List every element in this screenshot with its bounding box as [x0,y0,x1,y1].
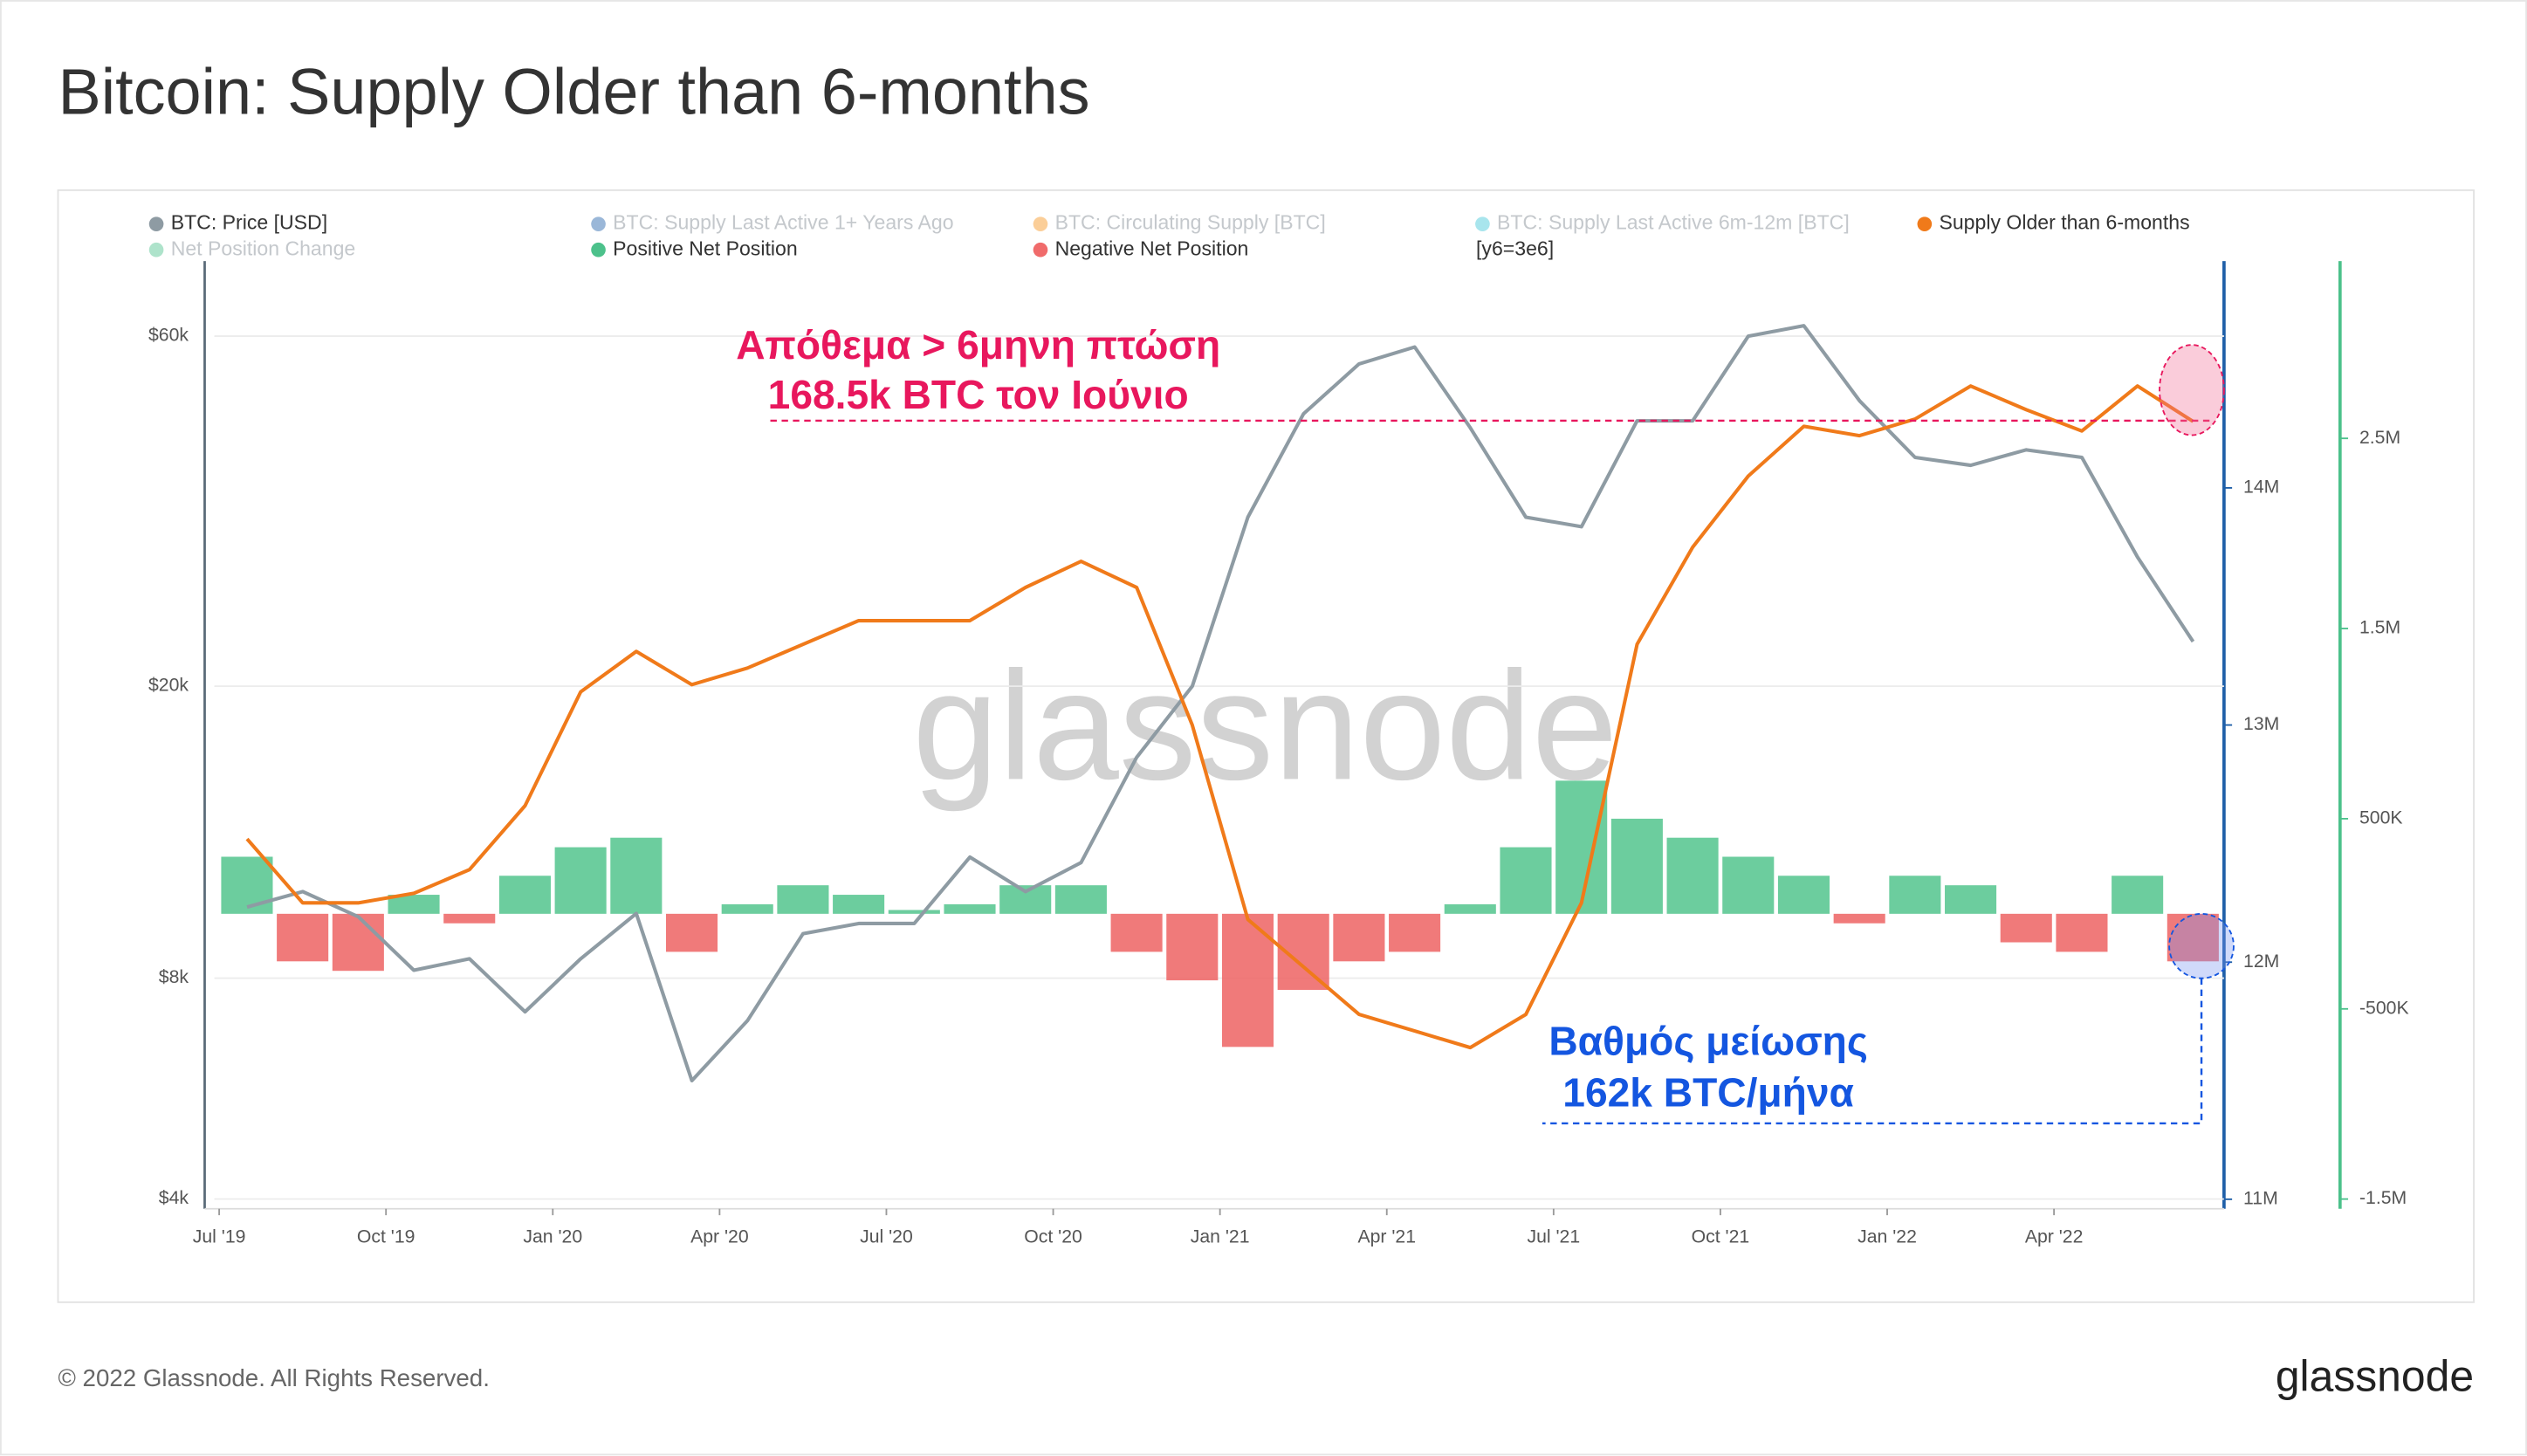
legend-dot [148,216,164,231]
y-tick-label: $60k [148,326,189,346]
x-tick-label: Apr '20 [690,1227,749,1247]
net-position-bar [1166,913,1219,981]
x-tick-label: Jan '20 [523,1227,582,1247]
y2-tick-label: 11M [2243,1188,2278,1208]
net-position-bar [665,913,718,952]
legend-dot [1033,242,1048,258]
y-tick-label: $4k [159,1188,189,1208]
net-position-bar [498,876,551,914]
net-position-bar [443,913,496,924]
legend-label: Supply Older than 6-months [1939,211,2189,234]
net-position-bar [1333,913,1385,962]
legend-label: [y6=3e6] [1476,237,1554,259]
page-title: Bitcoin: Supply Older than 6-months [58,55,1089,127]
net-position-bar [944,903,996,914]
x-tick-label: Jan '21 [1191,1227,1250,1247]
net-position-bar [1777,876,1830,914]
x-tick-label: Jan '22 [1857,1227,1917,1247]
net-position-bar [721,903,773,914]
x-tick-label: Jul '20 [860,1227,913,1247]
x-tick-label: Apr '21 [1357,1227,1416,1247]
annotation-circle [2159,344,2225,436]
legend-dot [1917,216,1933,231]
y2-tick-label: 14M [2243,477,2279,498]
y2-tick-label: 13M [2243,714,2279,734]
legend-label: BTC: Supply Last Active 6m-12m [BTC] [1497,211,1850,234]
footer: © 2022 Glassnode. All Rights Reserved. [58,1364,489,1391]
net-position-bar [221,856,273,914]
net-position-bar [1389,913,1441,952]
net-position-bar [833,895,885,914]
annotation-circle [2168,912,2235,979]
y-tick-label: $8k [159,967,189,987]
net-position-bar [554,847,607,914]
legend-label: Positive Net Position [613,237,798,259]
legend-dot [1475,216,1490,231]
x-tick-label: Oct '20 [1024,1227,1082,1247]
y3-tick-label: 1.5M [2359,618,2400,638]
net-position-bar [2056,913,2108,952]
net-position-bar [1722,856,1775,914]
x-tick-label: Jul '19 [193,1227,246,1247]
annotation-text: 162k BTC/μήνα [1562,1070,1854,1116]
net-position-bar [1945,885,1997,914]
x-tick-label: Oct '21 [1692,1227,1750,1247]
series-line [246,324,2195,1083]
legend-dot [148,242,164,258]
net-position-bar [1889,876,1941,914]
y2-tick-label: 12M [2243,951,2279,972]
net-position-bar [2166,913,2219,962]
y3-tick-label: 500K [2359,808,2403,828]
legend-label: BTC: Supply Last Active 1+ Years Ago [613,211,953,234]
net-position-bar [777,885,829,914]
net-position-bar [888,910,940,914]
net-position-bar [1054,885,1107,914]
watermark: glassnode [912,639,1617,812]
annotation-text: Βαθμός μείωσης [1548,1019,1868,1064]
y3-tick-label: -1.5M [2359,1188,2407,1208]
net-position-bar [1833,913,1885,924]
net-position-bar [2112,876,2164,914]
legend-label: BTC: Circulating Supply [BTC] [1055,211,1326,234]
net-position-bar [1110,913,1163,952]
net-position-bar [332,913,384,972]
chart-frame [57,189,2475,1303]
logo: glassnode [2276,1352,2474,1401]
legend-label: Negative Net Position [1055,237,1249,259]
net-position-bar [2000,913,2052,943]
net-position-bar [1666,837,1719,914]
x-tick-label: Apr '22 [2025,1227,2084,1247]
net-position-bar [277,913,329,962]
net-position-bar [1500,847,1552,914]
y3-tick-label: -500K [2359,998,2409,1018]
net-position-bar [1555,780,1608,914]
series-line [245,384,2194,1050]
legend-dot [1033,216,1048,231]
y-tick-label: $20k [148,676,189,696]
legend-label: Net Position Change [171,237,356,259]
annotation-text: Απόθεμα > 6μηνη πτώση [736,322,1220,367]
y3-tick-label: 2.5M [2359,428,2400,448]
annotation-dash [1542,978,2203,1125]
legend-dot [591,242,606,258]
annotation-text: 168.5k BTC τον Ιούνιο [768,372,1189,417]
net-position-bar [1610,818,1663,914]
x-tick-label: Jul '21 [1527,1227,1580,1247]
legend-label: BTC: Price [USD] [171,211,327,234]
x-tick-label: Oct '19 [357,1227,415,1247]
legend-dot [591,216,606,231]
net-position-bar [610,837,663,914]
net-position-bar [1444,903,1496,914]
net-position-bar [388,895,440,914]
